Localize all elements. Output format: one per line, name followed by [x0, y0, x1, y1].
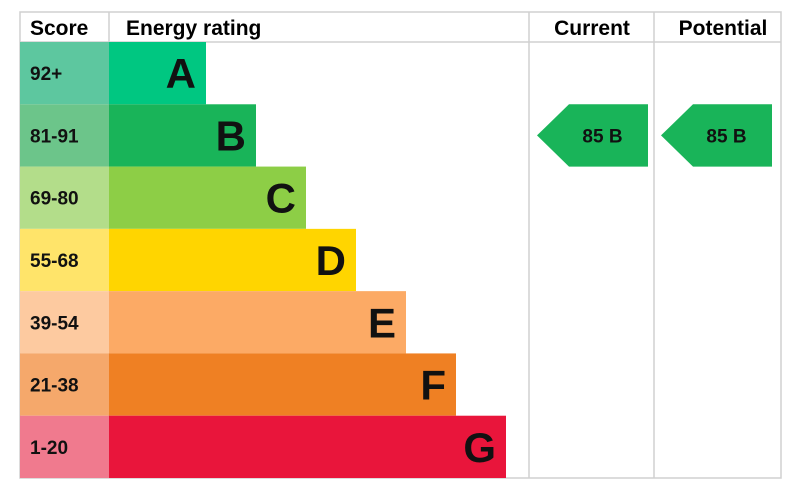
rating-bar-e — [109, 291, 406, 354]
rating-arrows: 85 B 85 B — [537, 104, 772, 167]
header-score: Score — [30, 17, 88, 40]
rating-bar-f — [109, 353, 456, 416]
score-range-label: 1-20 — [30, 438, 68, 459]
potential-rating-arrow — [661, 104, 772, 167]
score-cell-f — [20, 353, 109, 416]
score-range-label: 39-54 — [30, 313, 79, 334]
score-range-label: 92+ — [30, 64, 62, 85]
rating-bar-a — [109, 42, 206, 105]
score-cell-b — [20, 104, 109, 167]
rating-bar-b — [109, 104, 256, 167]
rating-letter: F — [420, 362, 446, 409]
rating-letter: G — [463, 424, 496, 471]
potential-rating-arrow-label: 85 B — [706, 126, 746, 147]
rating-bar-g — [109, 415, 506, 478]
score-cell-e — [20, 291, 109, 354]
rating-letter: B — [216, 112, 246, 159]
score-cell-g — [20, 415, 109, 478]
rating-letter: C — [266, 175, 296, 222]
score-cell-d — [20, 228, 109, 292]
score-range-label: 55-68 — [30, 251, 79, 272]
rating-bar-d — [109, 228, 356, 292]
header-potential: Potential — [679, 17, 768, 40]
rating-letter: E — [368, 299, 396, 346]
score-range-label: 81-91 — [30, 126, 79, 147]
current-rating-arrow — [537, 104, 648, 167]
header-current: Current — [554, 17, 630, 40]
score-cell-c — [20, 166, 109, 229]
band-rows: 92+ A 81-91 B 69-80 C 55-68 D 39-54 E 21-38 F 1-20 G — [20, 42, 506, 478]
rating-bar-c — [109, 166, 306, 229]
score-range-label: 69-80 — [30, 189, 79, 210]
rating-letter: D — [316, 237, 346, 284]
score-cell-a — [20, 42, 109, 105]
rating-letter: A — [166, 50, 196, 97]
current-rating-arrow-label: 85 B — [582, 126, 622, 147]
score-range-label: 21-38 — [30, 376, 79, 397]
header-energy-rating: Energy rating — [126, 17, 261, 40]
